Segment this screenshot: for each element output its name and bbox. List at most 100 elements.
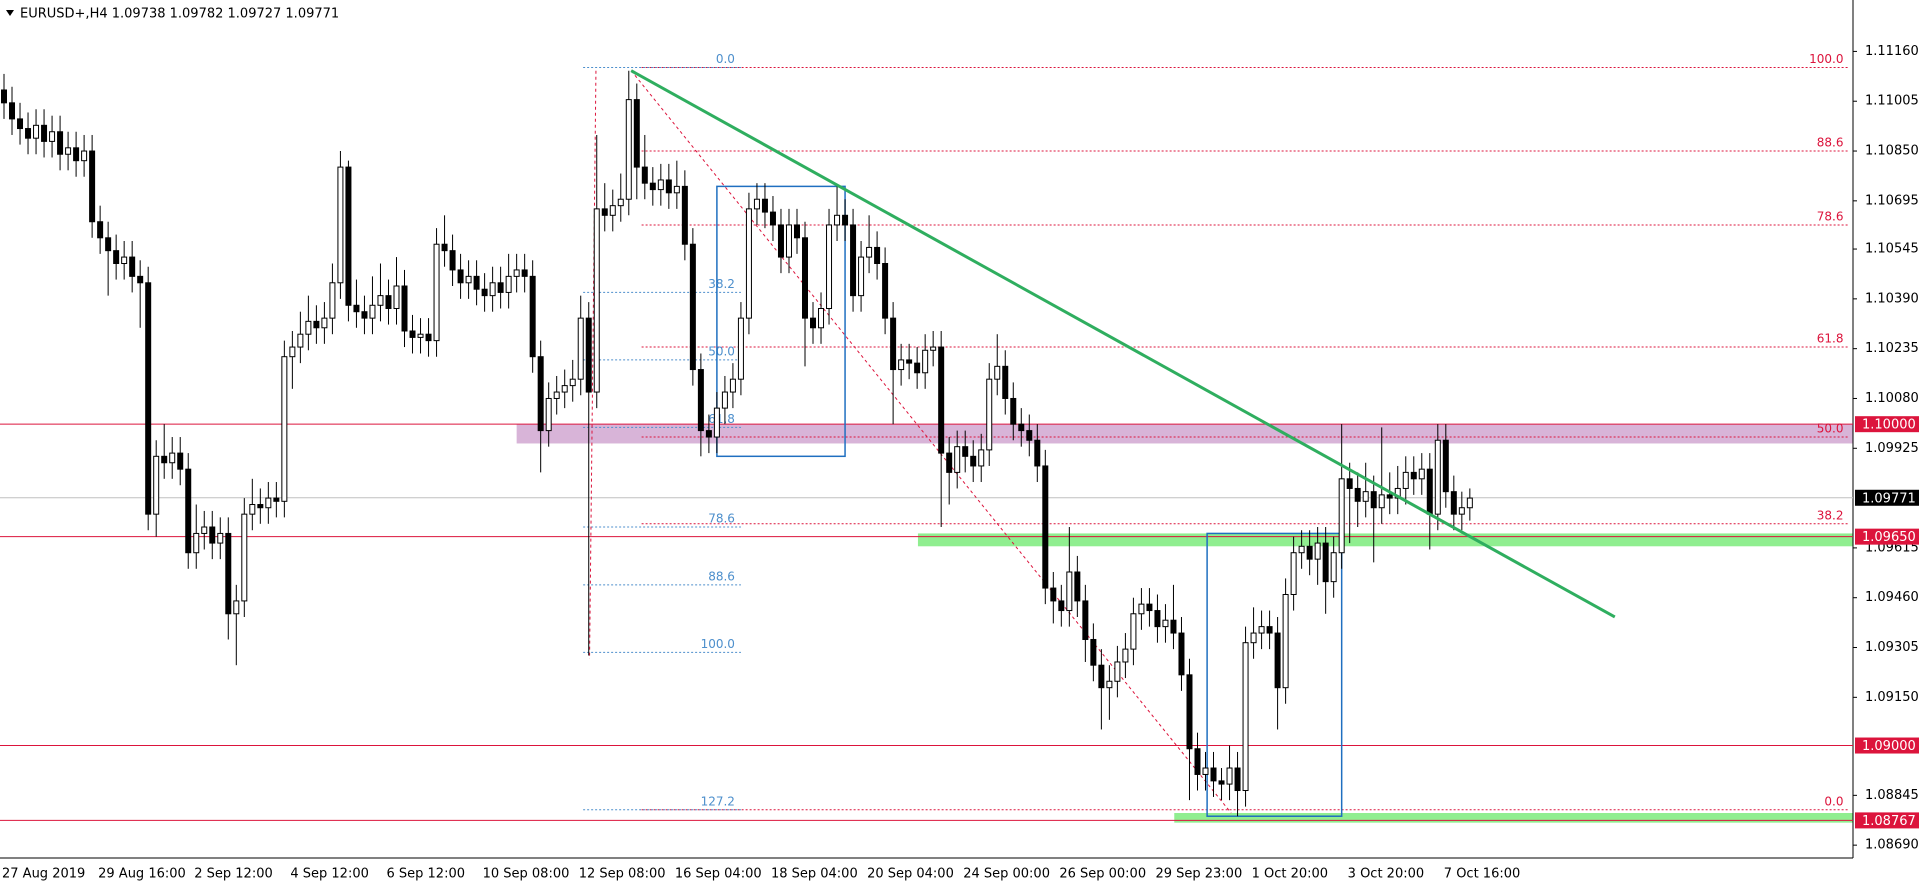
- level-label-box: [1855, 416, 1919, 433]
- candle-body: [161, 455, 168, 464]
- candle-body: [145, 282, 152, 515]
- fib-label: 0.0: [1824, 794, 1843, 808]
- candle-body: [137, 275, 144, 284]
- candle-body: [745, 208, 752, 319]
- y-tick-label: 1.10390: [1865, 291, 1919, 306]
- candle-body: [1210, 767, 1217, 782]
- level-label-box: [1855, 737, 1919, 754]
- fib-label: 50.0: [708, 344, 735, 358]
- menu-triangle[interactable]: [6, 10, 14, 16]
- candle-body: [1090, 638, 1097, 666]
- x-tick-label: 6 Sep 12:00: [386, 867, 465, 882]
- zone: [1174, 813, 1853, 823]
- candle-body: [377, 295, 384, 306]
- candle-body: [609, 205, 616, 216]
- candle-body: [273, 497, 280, 502]
- candle-body: [1450, 491, 1457, 515]
- candle-body: [49, 131, 56, 142]
- candle-body: [1234, 767, 1241, 792]
- candle-body: [249, 504, 256, 515]
- candle-body: [1274, 632, 1281, 689]
- candle-body: [353, 304, 360, 313]
- candle-body: [914, 362, 921, 374]
- candle-body: [409, 330, 416, 338]
- fib-label: 88.6: [708, 569, 735, 583]
- chart-title: EURUSD+,H4 1.09738 1.09782 1.09727 1.097…: [20, 7, 339, 22]
- level-label: 1.09771: [1862, 491, 1916, 506]
- candle-body: [850, 224, 857, 297]
- candle-body: [217, 532, 224, 544]
- candle-body: [1162, 619, 1169, 628]
- candle-body: [553, 391, 560, 399]
- fib-label: 61.8: [708, 412, 735, 426]
- y-tick-label: 1.09460: [1865, 590, 1919, 605]
- candle-body: [1258, 626, 1265, 634]
- candle-body: [1282, 593, 1289, 689]
- y-tick-label: 1.10695: [1865, 193, 1919, 208]
- candle-body: [810, 317, 817, 329]
- candle-body: [713, 407, 720, 438]
- candle-body: [793, 224, 800, 239]
- candle-body: [1378, 494, 1385, 509]
- candle-body: [866, 246, 873, 258]
- candle-body: [265, 497, 272, 509]
- candle-body: [1194, 748, 1201, 775]
- candle-body: [842, 214, 849, 226]
- candle-body: [906, 359, 913, 364]
- candle-body: [777, 224, 784, 258]
- candle-body: [65, 147, 72, 155]
- candle-body: [1466, 497, 1473, 509]
- candle-body: [1434, 439, 1441, 515]
- candle-body: [946, 452, 953, 473]
- candle-body: [802, 237, 809, 319]
- candle-body: [834, 214, 841, 226]
- level-label-box: [1855, 489, 1919, 506]
- x-tick-label: 7 Oct 16:00: [1444, 867, 1520, 882]
- candle-body: [978, 449, 985, 467]
- candle-body: [225, 532, 232, 615]
- fib-label: 61.8: [1817, 332, 1844, 346]
- candle-body: [1010, 397, 1017, 425]
- candle-body: [545, 397, 552, 432]
- candle-body: [457, 269, 464, 284]
- candle-body: [1050, 587, 1057, 602]
- x-tick-label: 26 Sep 00:00: [1059, 867, 1146, 882]
- x-tick-label: 1 Oct 20:00: [1252, 867, 1328, 882]
- candle-body: [601, 208, 608, 216]
- candle-body: [465, 275, 472, 284]
- candle-body: [177, 452, 184, 470]
- y-tick-label: 1.08690: [1865, 838, 1919, 853]
- y-tick-label: 1.10080: [1865, 391, 1919, 406]
- candle-body: [585, 317, 592, 393]
- candle-body: [529, 275, 536, 358]
- candle-body: [305, 320, 312, 335]
- candle-body: [785, 224, 792, 258]
- fib-label: 78.6: [1817, 209, 1844, 223]
- y-tick-label: 1.10235: [1865, 341, 1919, 356]
- candle-body: [874, 246, 881, 265]
- candle-body: [769, 211, 776, 226]
- candle-body: [209, 526, 216, 544]
- x-tick-label: 29 Sep 23:00: [1155, 867, 1242, 882]
- x-tick-label: 27 Aug 2019: [2, 867, 85, 882]
- candle-body: [1442, 439, 1449, 493]
- y-tick-label: 1.10850: [1865, 144, 1919, 159]
- candle-body: [665, 179, 672, 194]
- x-tick-label: 29 Aug 16:00: [98, 867, 186, 882]
- candle-body: [689, 243, 696, 371]
- candle-body: [593, 208, 600, 393]
- candle-body: [826, 224, 833, 309]
- x-tick-label: 4 Sep 12:00: [290, 867, 369, 882]
- candle-body: [257, 504, 264, 509]
- candle-body: [193, 532, 200, 554]
- candle-body: [385, 295, 392, 309]
- candle-body: [1202, 767, 1209, 775]
- candle-body: [1322, 542, 1329, 583]
- candle-body: [25, 128, 32, 139]
- candle-body: [313, 320, 320, 329]
- candle-body: [970, 455, 977, 467]
- candle-body: [321, 317, 328, 329]
- candle-body: [289, 346, 296, 358]
- candle-body: [1138, 603, 1145, 615]
